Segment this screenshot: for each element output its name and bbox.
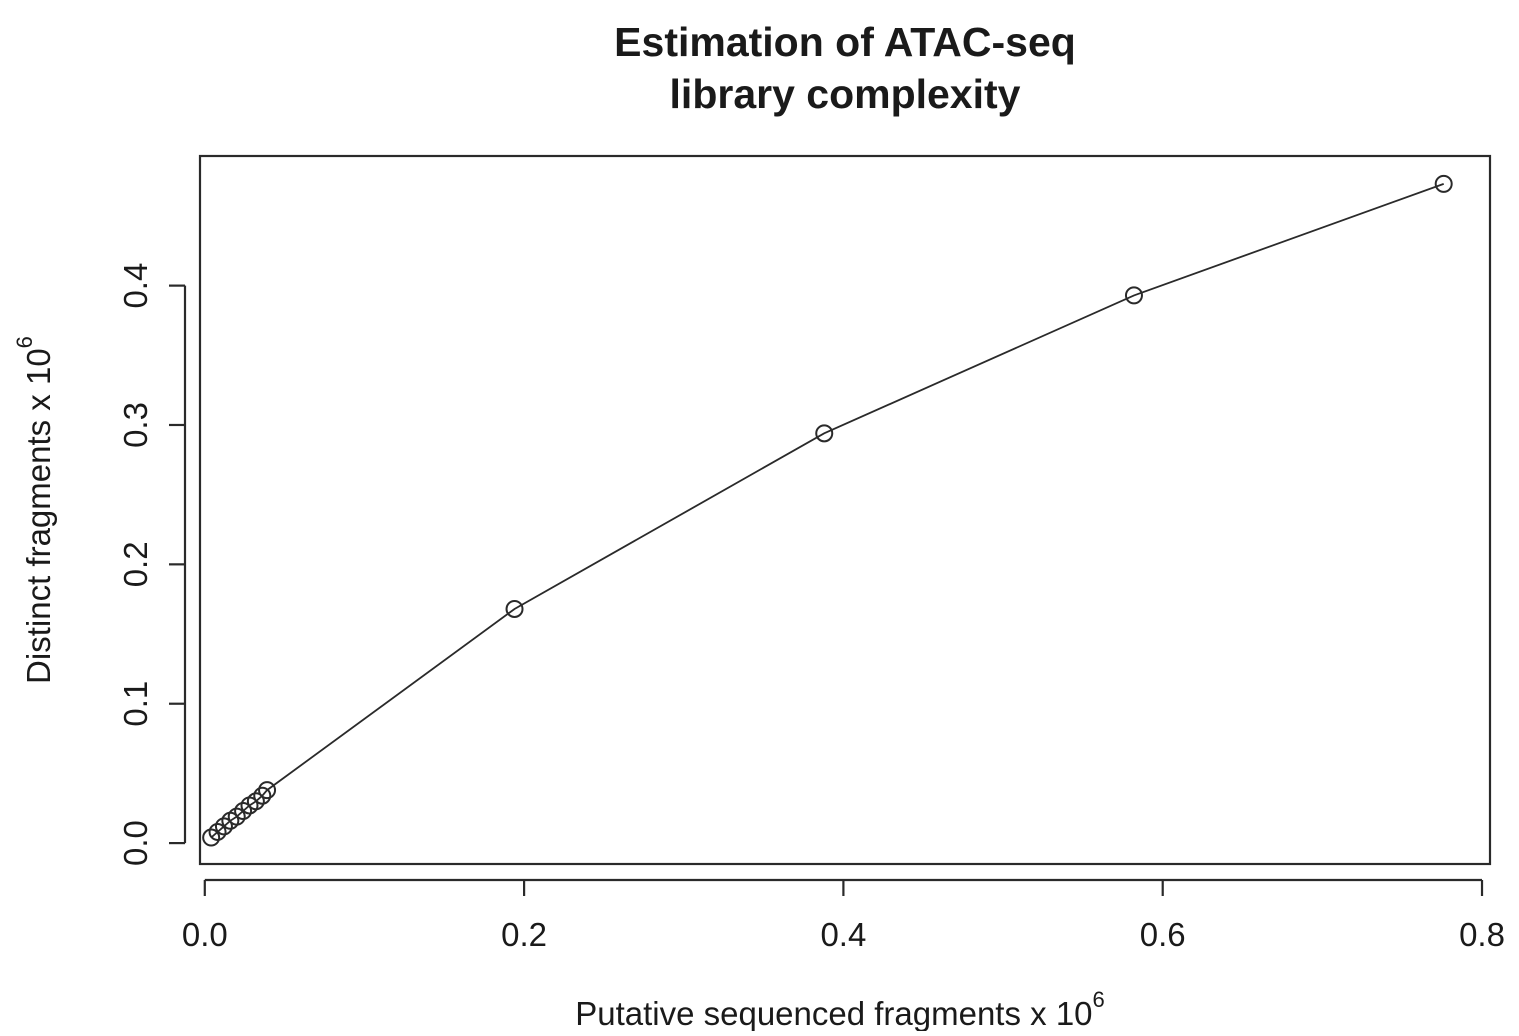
data-point [202,828,221,847]
chart-title-line-2: library complexity [670,71,1021,117]
plot-frame [198,154,1492,866]
data-point [258,781,277,800]
data-point [227,807,246,826]
x-tick-label: 0.8 [1459,916,1505,953]
x-tick-label: 0.0 [182,916,228,953]
data-point [246,792,265,811]
y-axis-label-exponent: 6 [12,336,37,348]
data-point [1124,286,1143,305]
data-point [208,822,227,841]
data-point [214,817,233,836]
y-tick-label: 0.3 [117,402,154,448]
x-axis: 0.0 0.2 0.4 0.6 0.8 [182,878,1505,953]
data-point [815,424,834,443]
x-axis-label: Putative sequenced fragments x 106 [575,987,1105,1031]
x-axis-label-text: Putative sequenced fragments x 10 [575,995,1092,1031]
data-point [234,802,253,821]
series-layer [202,174,1453,847]
y-axis-label: Distinct fragments x 106 [12,336,57,684]
series-line [210,183,1445,839]
x-tick-label: 0.4 [820,916,866,953]
data-point [253,786,272,805]
x-tick-label: 0.6 [1140,916,1186,953]
y-tick-label: 0.2 [117,541,154,587]
y-axis-label-text: Distinct fragments x 10 [20,348,57,684]
data-point [505,599,524,618]
y-tick-label: 0.4 [117,263,154,309]
x-axis-label-exponent: 6 [1093,987,1105,1012]
y-tick-label: 0.1 [117,681,154,727]
x-tick-label: 0.2 [501,916,547,953]
y-tick-label: 0.0 [117,820,154,866]
data-point [1434,174,1453,193]
y-axis: 0.0 0.1 0.2 0.3 0.4 [117,263,187,866]
chart-title-line-1: Estimation of ATAC-seq [614,19,1076,65]
